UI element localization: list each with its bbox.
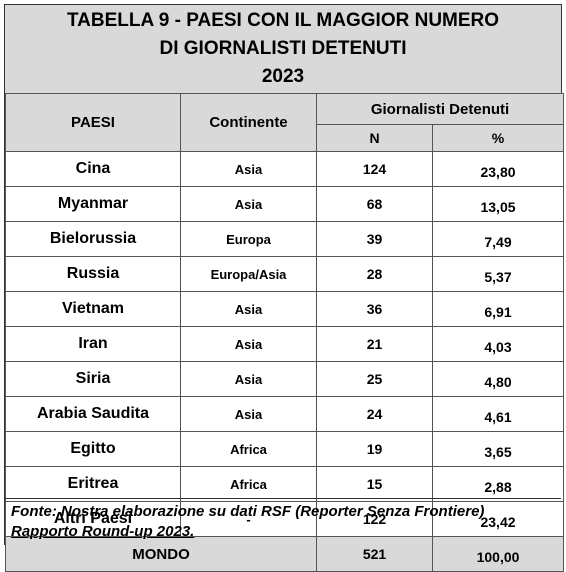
country-cell: Arabia Saudita xyxy=(5,396,181,432)
table-row: Egitto Africa 19 3,65 xyxy=(5,431,565,467)
percent-cell: 4,80 xyxy=(431,361,565,397)
country-cell: Iran xyxy=(5,326,181,362)
table-row: Iran Asia 21 4,03 xyxy=(5,326,565,362)
continent-cell: Asia xyxy=(180,361,317,397)
country-cell: Siria xyxy=(5,361,181,397)
header-percent: % xyxy=(431,124,565,152)
header-n: N xyxy=(316,124,433,152)
count-cell: 124 xyxy=(316,151,433,187)
country-cell: Vietnam xyxy=(5,291,181,327)
country-cell: Bielorussia xyxy=(5,221,181,257)
country-cell: Russia xyxy=(5,256,181,292)
table-row: Myanmar Asia 68 13,05 xyxy=(5,186,565,222)
title-line-1: TABELLA 9 - PAESI CON IL MAGGIOR NUMERO xyxy=(66,10,500,31)
title-year: 2023 xyxy=(261,66,305,87)
source-line-1: Fonte: Nostra elaborazione su dati RSF (… xyxy=(11,503,485,520)
table-row: Eritrea Africa 15 2,88 xyxy=(5,466,565,502)
continent-cell: Europa xyxy=(180,221,317,257)
title-line-2: DI GIORNALISTI DETENUTI xyxy=(159,38,407,59)
table-row: Vietnam Asia 36 6,91 xyxy=(5,291,565,327)
continent-cell: Asia xyxy=(180,326,317,362)
percent-cell: 6,91 xyxy=(431,291,565,327)
table-row: Russia Europa/Asia 28 5,37 xyxy=(5,256,565,292)
percent-cell: 4,61 xyxy=(431,396,565,432)
count-cell: 19 xyxy=(316,431,433,467)
count-cell: 39 xyxy=(316,221,433,257)
continent-cell: Asia xyxy=(180,396,317,432)
continent-cell: Africa xyxy=(180,431,317,467)
percent-cell: 23,80 xyxy=(431,151,565,187)
count-cell: 25 xyxy=(316,361,433,397)
continent-cell: Asia xyxy=(180,186,317,222)
table-title: TABELLA 9 - PAESI CON IL MAGGIOR NUMERO … xyxy=(5,5,561,94)
percent-cell: 7,49 xyxy=(431,221,565,257)
header-giornalisti-detenuti: Giornalisti Detenuti xyxy=(315,93,565,125)
count-cell: 21 xyxy=(316,326,433,362)
table-row: Arabia Saudita Asia 24 4,61 xyxy=(5,396,565,432)
source-line-2: Rapporto Round-up 2023. xyxy=(11,523,195,540)
percent-cell: 2,88 xyxy=(431,466,565,502)
percent-cell: 13,05 xyxy=(431,186,565,222)
count-cell: 24 xyxy=(316,396,433,432)
percent-cell: 3,65 xyxy=(431,431,565,467)
percent-cell: 5,37 xyxy=(431,256,565,292)
table-row: Cina Asia 124 23,80 xyxy=(5,151,565,187)
count-cell: 15 xyxy=(316,466,433,502)
table-frame: TABELLA 9 - PAESI CON IL MAGGIOR NUMERO … xyxy=(4,4,565,572)
source-note: Fonte: Nostra elaborazione su dati RSF (… xyxy=(5,498,561,544)
country-cell: Cina xyxy=(5,151,181,187)
continent-cell: Europa/Asia xyxy=(180,256,317,292)
count-cell: 68 xyxy=(316,186,433,222)
percent-cell: 23,42 xyxy=(431,501,565,537)
count-cell: 122 xyxy=(316,501,433,537)
continent-cell: - xyxy=(180,501,317,537)
header-paesi: PAESI xyxy=(5,93,181,152)
table-row: Altri Paesi -122 23,42 xyxy=(5,501,565,537)
continent-cell: Africa xyxy=(180,466,317,502)
percent-cell: 4,03 xyxy=(431,326,565,362)
country-cell: Myanmar xyxy=(5,186,181,222)
country-cell: Altri Paesi xyxy=(5,501,181,537)
table-row: Siria Asia 25 4,80 xyxy=(5,361,565,397)
continent-cell: Asia xyxy=(180,291,317,327)
table-row: Bielorussia Europa 39 7,49 xyxy=(5,221,565,257)
count-cell: 28 xyxy=(316,256,433,292)
header-continente: Continente xyxy=(180,93,317,152)
continent-cell: Asia xyxy=(180,151,317,187)
country-cell: Eritrea xyxy=(5,466,181,502)
country-cell: Egitto xyxy=(5,431,181,467)
count-cell: 36 xyxy=(316,291,433,327)
